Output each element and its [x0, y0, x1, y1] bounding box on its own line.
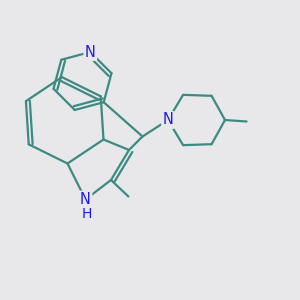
Text: H: H — [82, 207, 92, 221]
Text: N: N — [80, 192, 91, 207]
Text: N: N — [163, 112, 173, 128]
Text: N: N — [85, 44, 96, 59]
